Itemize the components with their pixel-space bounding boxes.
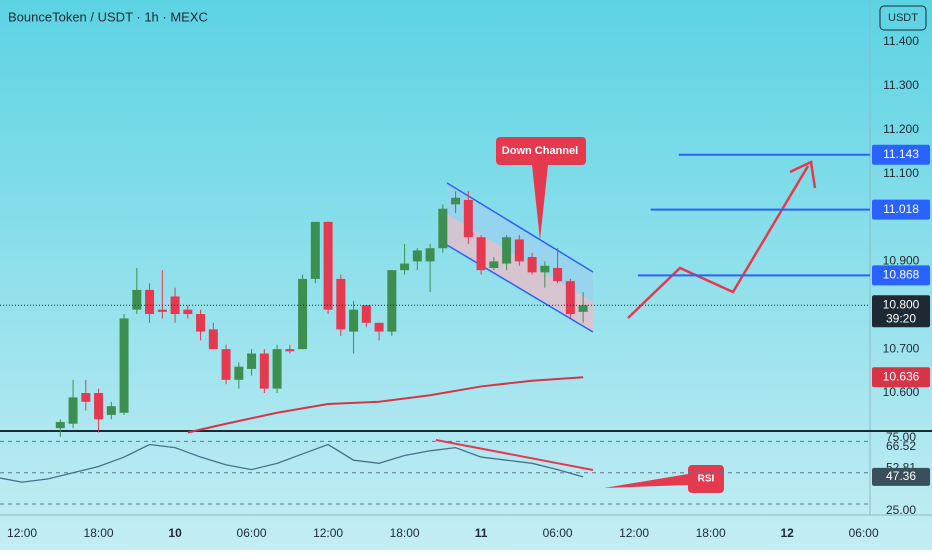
callout [496, 137, 586, 240]
y-tick-label: 10.900 [883, 254, 920, 268]
price-line-label: 10.868 [883, 268, 920, 282]
y-tick-label: 11.400 [883, 34, 919, 48]
rsi-callout [604, 465, 724, 493]
candle-body [221, 349, 231, 380]
price-line-label: 11.018 [883, 202, 919, 216]
candle-body [119, 318, 129, 413]
chart-title: BounceToken / USDT · 1h · MEXC [8, 9, 208, 24]
rsi-tick-label: 66.52 [886, 439, 916, 453]
x-tick-label: 10 [168, 526, 182, 540]
x-tick-label: 11 [475, 526, 488, 540]
countdown: 39:20 [886, 311, 916, 325]
candle-body [259, 353, 269, 389]
candle-body [234, 366, 244, 380]
y-tick-label: 11.200 [883, 122, 919, 136]
y-tick-label: 11.300 [883, 78, 919, 92]
projection-arrow [627, 165, 810, 319]
candle-body [349, 309, 359, 332]
candle-body [553, 267, 563, 282]
currency: USDT [888, 12, 918, 24]
price-line-box [872, 265, 930, 286]
rsi-tick-label: 75.00 [886, 430, 916, 444]
x-tick-label: 18:00 [390, 526, 420, 540]
candle-body [514, 239, 524, 262]
candle-body [476, 237, 486, 271]
candle-body [540, 265, 550, 273]
x-tick-label: 12:00 [7, 526, 37, 540]
moving-average [187, 376, 584, 434]
candle-body [387, 270, 397, 332]
price-line-label: 11.143 [883, 147, 919, 161]
rsi-line [0, 443, 584, 483]
x-tick-label: 06:00 [237, 526, 267, 540]
y-tick-label: 10.700 [883, 341, 920, 355]
candle-body [489, 261, 499, 268]
candle-body [157, 309, 167, 312]
rsi-tick-label: 25.00 [886, 503, 916, 517]
x-tick-label: 12:00 [619, 526, 649, 540]
y-tick-label: 11.100 [883, 166, 919, 180]
x-tick-label: 06:00 [849, 526, 879, 540]
last-price-box [872, 295, 930, 328]
y-tick-label: 10.600 [883, 385, 920, 399]
rsi-current-box [872, 467, 930, 486]
candle-body [438, 208, 448, 249]
rsi-trendline [435, 439, 594, 471]
candle-body [298, 278, 308, 350]
x-tick-label: 12:00 [313, 526, 343, 540]
candle-body [94, 393, 104, 420]
candle-body [361, 305, 371, 323]
candle-body [196, 314, 206, 332]
candle-body [68, 397, 78, 424]
candle-body [502, 237, 512, 264]
candle-body [285, 349, 295, 352]
candle-body [208, 329, 218, 350]
candle-body [578, 305, 588, 312]
price-line-box [872, 144, 930, 165]
currency-box [879, 5, 927, 31]
channel-line [446, 244, 594, 333]
ma-label: 10.636 [883, 369, 920, 383]
candle-body [336, 278, 346, 330]
annotation: Down Channel [502, 145, 578, 157]
channel-line [446, 182, 594, 273]
last-price-label: 10.800 [883, 297, 920, 311]
candle-body [272, 349, 282, 389]
price-line-box [872, 199, 930, 220]
candle-body [374, 322, 384, 332]
candle-body [527, 256, 537, 273]
candle-body [183, 309, 193, 315]
candle-body [412, 250, 422, 262]
x-tick-label: 12 [780, 526, 794, 540]
x-tick-label: 06:00 [543, 526, 573, 540]
candle-body [132, 289, 142, 310]
candle-body [565, 281, 575, 315]
arrow-head [789, 160, 817, 189]
candle-body [451, 197, 461, 205]
candle-body [400, 263, 410, 271]
candle-body [247, 353, 257, 369]
x-tick-label: 18:00 [696, 526, 726, 540]
rsi-annotation: RSI [698, 474, 715, 485]
x-tick-label: 18:00 [84, 526, 114, 540]
candle-body [55, 421, 65, 429]
candle-body [323, 221, 333, 310]
ma-box [872, 367, 930, 388]
candle-body [81, 393, 91, 402]
candle-body [170, 296, 180, 315]
candle-body [106, 406, 116, 415]
candle-body [425, 248, 435, 262]
candle-body [145, 289, 155, 315]
candle-body [310, 221, 320, 279]
candle-body [463, 199, 473, 238]
rsi-current-label: 47.36 [886, 469, 916, 483]
